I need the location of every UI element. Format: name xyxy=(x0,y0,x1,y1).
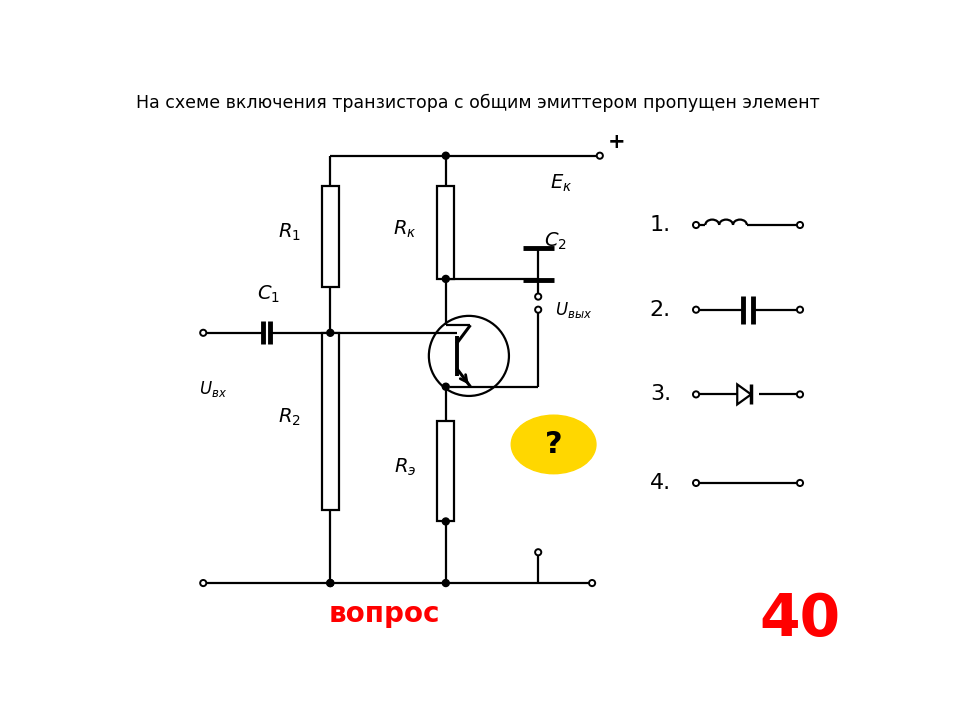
Text: $U_{\mathit{вх}}$: $U_{\mathit{вх}}$ xyxy=(200,379,228,399)
Text: $R_{\mathit{э}}$: $R_{\mathit{э}}$ xyxy=(395,457,417,478)
Circle shape xyxy=(201,580,206,586)
Bar xyxy=(322,186,339,287)
Circle shape xyxy=(443,518,449,525)
Circle shape xyxy=(797,222,804,228)
Text: 2.: 2. xyxy=(650,300,671,320)
Circle shape xyxy=(589,580,595,586)
Circle shape xyxy=(797,307,804,312)
Circle shape xyxy=(443,152,449,159)
Text: 3.: 3. xyxy=(650,384,671,405)
Bar xyxy=(438,421,454,521)
Circle shape xyxy=(597,153,603,159)
Circle shape xyxy=(797,480,804,486)
Circle shape xyxy=(693,307,699,312)
Bar xyxy=(322,333,339,510)
Text: $C_1$: $C_1$ xyxy=(257,284,279,305)
Circle shape xyxy=(429,316,509,396)
Text: $R_{\kappa}$: $R_{\kappa}$ xyxy=(393,218,417,240)
Text: 1.: 1. xyxy=(650,215,671,235)
Circle shape xyxy=(693,222,699,228)
Circle shape xyxy=(201,330,206,336)
Circle shape xyxy=(535,307,541,312)
Circle shape xyxy=(693,392,699,397)
Circle shape xyxy=(535,549,541,555)
Circle shape xyxy=(326,580,334,587)
Text: 4.: 4. xyxy=(650,473,671,493)
Text: $C_2$: $C_2$ xyxy=(544,230,567,252)
Circle shape xyxy=(443,383,449,390)
Text: $R_1$: $R_1$ xyxy=(278,222,301,243)
Text: На схеме включения транзистора с общим эмиттером пропущен элемент: На схеме включения транзистора с общим э… xyxy=(136,94,820,112)
Bar xyxy=(438,186,454,279)
Ellipse shape xyxy=(512,415,596,474)
Circle shape xyxy=(326,580,334,587)
Circle shape xyxy=(693,480,699,486)
Text: ?: ? xyxy=(544,430,563,459)
Text: $R_2$: $R_2$ xyxy=(278,407,301,428)
Circle shape xyxy=(797,392,804,397)
Circle shape xyxy=(535,294,541,300)
Circle shape xyxy=(443,580,449,587)
Text: вопрос: вопрос xyxy=(328,600,440,628)
Circle shape xyxy=(443,276,449,282)
Text: +: + xyxy=(608,132,625,152)
Polygon shape xyxy=(737,384,751,405)
Circle shape xyxy=(326,329,334,336)
Text: $E_{\kappa}$: $E_{\kappa}$ xyxy=(550,173,572,194)
Text: 40: 40 xyxy=(759,590,841,648)
Text: $U_{\mathit{вых}}$: $U_{\mathit{вых}}$ xyxy=(555,300,592,320)
